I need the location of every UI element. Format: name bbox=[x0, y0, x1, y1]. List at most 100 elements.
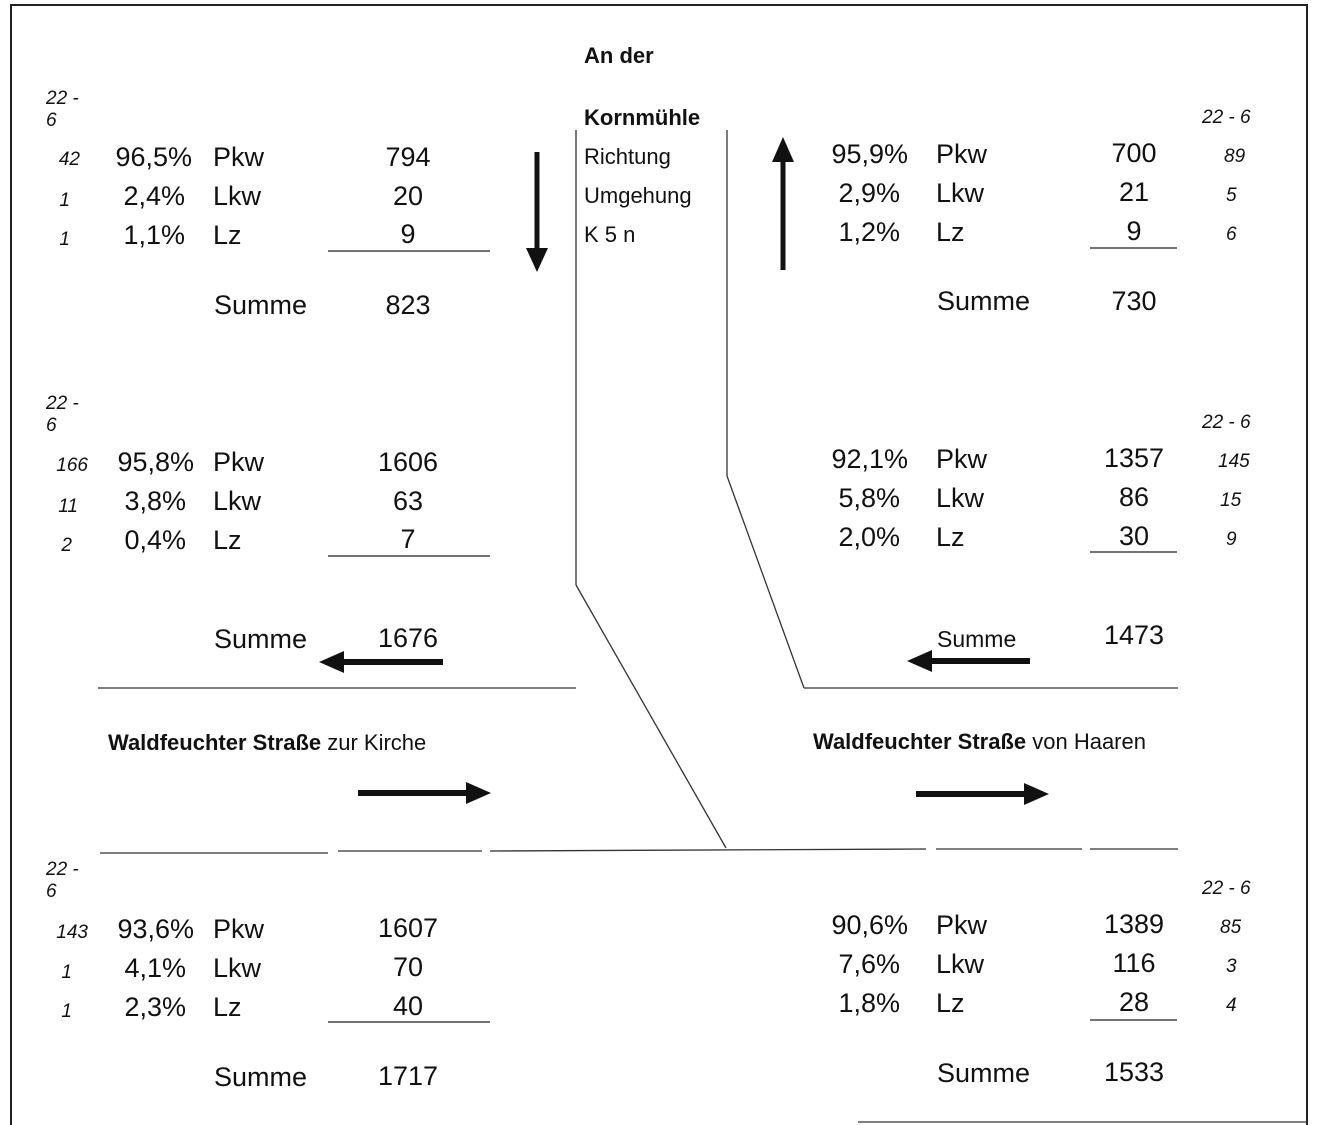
vehicle-count: 1606 bbox=[377, 447, 439, 477]
night-period-label: 22 - 6 bbox=[46, 859, 79, 902]
vehicle-type: Pkw bbox=[936, 910, 988, 940]
street-name-right-bold: Waldfeuchter Straße bbox=[813, 729, 1027, 754]
night-count: 1 bbox=[61, 962, 72, 983]
road-direction-line2: Umgehung bbox=[584, 183, 692, 208]
arrow-right-icon bbox=[916, 783, 1049, 805]
sum-value: 730 bbox=[1111, 286, 1157, 316]
vehicle-count: 1389 bbox=[1103, 909, 1165, 939]
night-count: 9 bbox=[1226, 529, 1237, 550]
arrow-down-icon bbox=[526, 152, 548, 272]
sum-value: 1676 bbox=[377, 623, 439, 653]
arrow-right-icon bbox=[358, 782, 491, 804]
night-period-label: 22 - 6 bbox=[1202, 107, 1251, 128]
vehicle-count: 116 bbox=[1112, 948, 1156, 978]
sum-value: 1473 bbox=[1103, 620, 1165, 650]
night-count: 1 bbox=[61, 1001, 72, 1022]
road-name-line1: An der bbox=[584, 43, 654, 68]
vehicle-type: Lz bbox=[936, 522, 965, 552]
arrow-up-icon bbox=[772, 137, 794, 270]
vehicle-count: 30 bbox=[1118, 521, 1150, 551]
share-percent: 2,4% bbox=[123, 181, 185, 211]
share-percent: 2,3% bbox=[124, 992, 186, 1022]
vehicle-count: 21 bbox=[1118, 177, 1150, 207]
share-percent: 0,4% bbox=[124, 525, 186, 555]
night-count: 6 bbox=[1226, 224, 1237, 245]
vehicle-type: Lkw bbox=[213, 953, 262, 983]
sum-label: Summe bbox=[937, 286, 1031, 316]
vehicle-count: 20 bbox=[392, 181, 424, 211]
night-count: 5 bbox=[1226, 185, 1237, 206]
night-count: 4 bbox=[1226, 995, 1237, 1016]
vehicle-count: 40 bbox=[392, 991, 424, 1021]
sum-value: 1717 bbox=[377, 1061, 439, 1091]
share-percent: 1,2% bbox=[838, 217, 900, 247]
sum-value: 823 bbox=[385, 290, 431, 320]
night-period-label: 22 - 6 bbox=[46, 393, 79, 436]
vehicle-count: 700 bbox=[1111, 138, 1157, 168]
vehicle-type: Lz bbox=[213, 220, 242, 250]
vehicle-type: Pkw bbox=[936, 139, 988, 169]
vehicle-count: 794 bbox=[385, 142, 431, 172]
share-percent: 2,0% bbox=[838, 522, 900, 552]
road-direction-line3: K 5 n bbox=[584, 222, 636, 247]
night-count: 2 bbox=[61, 535, 72, 556]
share-percent: 7,6% bbox=[838, 949, 900, 979]
vehicle-count: 9 bbox=[1126, 216, 1142, 246]
vehicle-type: Lz bbox=[213, 525, 242, 555]
street-lower-edge-3 bbox=[489, 848, 927, 852]
street-name-right: Waldfeuchter Straße von Haaren bbox=[813, 729, 1146, 755]
share-percent: 5,8% bbox=[838, 483, 900, 513]
street-name-right-rest: von Haaren bbox=[1026, 729, 1146, 754]
night-count: 1 bbox=[59, 229, 70, 250]
road-edge-north-right-diagonal bbox=[726, 475, 805, 689]
night-count: 3 bbox=[1226, 956, 1237, 977]
night-count: 145 bbox=[1218, 451, 1250, 472]
vehicle-type: Lkw bbox=[213, 486, 262, 516]
vehicle-count: 9 bbox=[400, 219, 416, 249]
night-count: 89 bbox=[1224, 146, 1246, 167]
night-count: 1 bbox=[59, 190, 70, 211]
vehicle-type: Pkw bbox=[213, 447, 265, 477]
share-percent: 95,9% bbox=[831, 139, 908, 169]
street-name-left-bold: Waldfeuchter Straße bbox=[108, 730, 322, 755]
vehicle-count: 1357 bbox=[1103, 443, 1165, 473]
street-name-left-rest: zur Kirche bbox=[321, 730, 427, 755]
vehicle-count: 28 bbox=[1118, 987, 1150, 1017]
share-percent: 92,1% bbox=[831, 444, 908, 474]
vehicle-count: 86 bbox=[1118, 482, 1150, 512]
share-percent: 1,8% bbox=[838, 988, 900, 1018]
share-percent: 2,9% bbox=[838, 178, 900, 208]
sum-label: Summe bbox=[937, 1058, 1031, 1088]
share-percent: 93,6% bbox=[117, 914, 194, 944]
night-period-label: 22 - 6 bbox=[1202, 878, 1251, 899]
sum-label: Summe bbox=[937, 626, 1017, 652]
street-name-left: Waldfeuchter Straße zur Kirche bbox=[108, 730, 426, 756]
vehicle-type: Lkw bbox=[936, 483, 985, 513]
vehicle-count: 1607 bbox=[377, 913, 439, 943]
share-percent: 95,8% bbox=[117, 447, 194, 477]
night-period-label: 22 - 6 bbox=[1202, 412, 1251, 433]
share-percent: 4,1% bbox=[124, 953, 186, 983]
night-count: 42 bbox=[58, 149, 80, 170]
vehicle-type: Lz bbox=[936, 988, 965, 1018]
vehicle-type: Pkw bbox=[213, 914, 265, 944]
sum-label: Summe bbox=[214, 1062, 308, 1092]
vehicle-type: Lkw bbox=[213, 181, 262, 211]
share-percent: 1,1% bbox=[123, 220, 185, 250]
share-percent: 3,8% bbox=[124, 486, 186, 516]
night-period-label: 22 - 6 bbox=[46, 88, 79, 131]
vehicle-type: Pkw bbox=[213, 142, 265, 172]
sum-label: Summe bbox=[214, 290, 308, 320]
road-name-line2: Kornmühle bbox=[584, 105, 701, 130]
road-edge-north-left-diagonal bbox=[575, 584, 727, 849]
night-count: 15 bbox=[1220, 490, 1242, 511]
vehicle-count: 70 bbox=[392, 952, 424, 982]
night-count: 143 bbox=[56, 922, 88, 943]
vehicle-type: Lz bbox=[213, 992, 242, 1022]
share-percent: 90,6% bbox=[831, 910, 908, 940]
vehicle-count: 63 bbox=[392, 486, 424, 516]
arrow-left-icon bbox=[319, 651, 443, 673]
road-direction-line1: Richtung bbox=[584, 144, 671, 169]
vehicle-type: Lz bbox=[936, 217, 965, 247]
